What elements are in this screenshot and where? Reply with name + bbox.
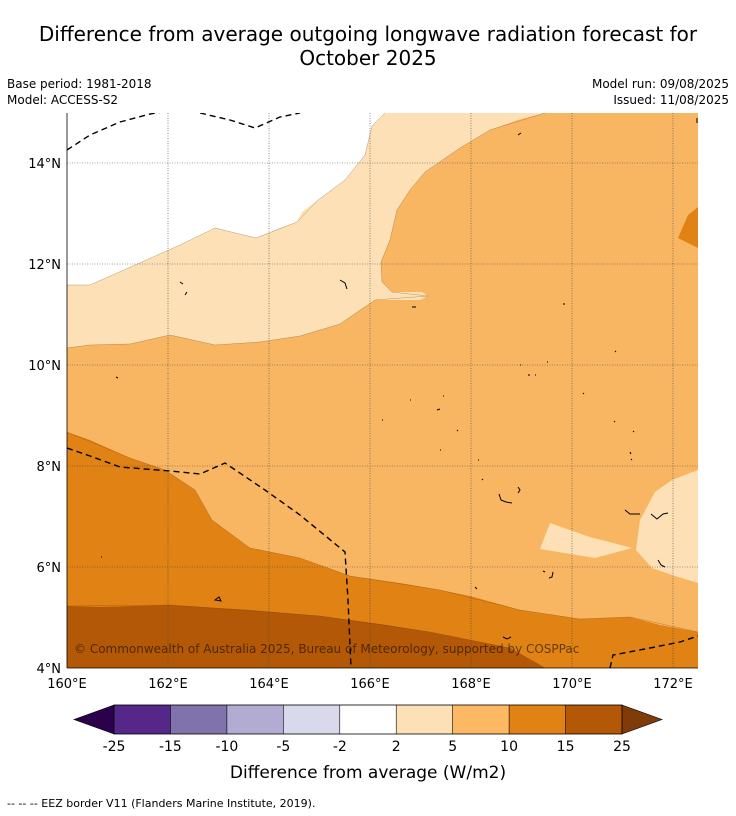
shade-2-to-5-patch: [636, 470, 698, 583]
title-line-2: October 2025: [299, 46, 437, 70]
colorbar-under-arrow: [73, 704, 115, 735]
shade-neutral: [67, 113, 385, 285]
lat-tick-4n: 4°N: [37, 662, 62, 677]
colorbar-frame: [113, 704, 623, 735]
shade-2-to-5-patch: [540, 523, 632, 558]
lon-tick-172e: 172°E: [653, 677, 693, 692]
shade-10-to-15-patch: [678, 207, 698, 248]
model-run: Model run: 09/08/2025: [591, 77, 729, 91]
colorbar-cell: [114, 705, 171, 734]
colorbar-tick: 15: [557, 739, 575, 755]
colorbar-tick: -15: [159, 739, 182, 755]
lon-tick-166e: 166°E: [350, 677, 390, 692]
graticule: [67, 113, 698, 668]
colorbar-tick: -5: [276, 739, 290, 755]
lon-tick-170e: 170°E: [552, 677, 592, 692]
colorbar-cell: [283, 705, 341, 734]
colorbar-cell: [565, 705, 623, 734]
colorbar-tick: -2: [333, 739, 347, 755]
lon-tick-160e: 160°E: [47, 677, 87, 692]
meta-right: Model run: 09/08/2025 Issued: 11/08/2025: [592, 76, 729, 108]
colorbar-cell: [452, 705, 510, 734]
eez-border: [67, 113, 698, 668]
colorbar: -25 -15 -10 -5 -2 2 5 10 15 25 Differenc…: [73, 704, 663, 783]
colorbar-cell: [170, 705, 228, 734]
lat-tick-14n: 14°N: [28, 157, 61, 172]
shade-15-to-25: [67, 605, 545, 668]
colorbar-cell: [509, 705, 566, 734]
lon-tick-164e: 164°E: [249, 677, 289, 692]
colorbar-label: Difference from average (W/m2): [230, 763, 506, 783]
forecast-map: © Commonwealth of Australia 2025, Bureau…: [28, 113, 698, 783]
lat-tick-10n: 10°N: [28, 359, 61, 374]
lat-tick-12n: 12°N: [28, 258, 61, 273]
map-title: Difference from average outgoing longwav…: [0, 22, 736, 70]
colorbar-tick: -10: [215, 739, 238, 755]
colorbar-cell: [339, 705, 397, 734]
colorbar-tick: 5: [448, 739, 457, 755]
lon-tick-162e: 162°E: [148, 677, 188, 692]
islands: [101, 118, 698, 640]
copyright-text: © Commonwealth of Australia 2025, Bureau…: [74, 642, 579, 656]
issued-date: Issued: 11/08/2025: [613, 93, 729, 107]
base-period: Base period: 1981-2018: [7, 77, 152, 91]
colorbar-tick: -25: [103, 739, 126, 755]
colorbar-over-arrow: [621, 704, 663, 735]
colorbar-cell: [396, 705, 453, 734]
model-name: Model: ACCESS-S2: [7, 93, 119, 107]
lon-tick-168e: 168°E: [451, 677, 491, 692]
title-line-1: Difference from average outgoing longwav…: [38, 22, 698, 46]
lat-tick-6n: 6°N: [37, 561, 62, 576]
eez-footnote: -- -- -- EEZ border V11 (Flanders Marine…: [7, 797, 316, 810]
meta-left: Base period: 1981-2018 Model: ACCESS-S2: [7, 76, 152, 108]
lat-tick-8n: 8°N: [37, 460, 62, 475]
colorbar-tick: 2: [392, 739, 401, 755]
colorbar-tick: 25: [613, 739, 631, 755]
colorbar-tick: 10: [500, 739, 518, 755]
map-plot-area: © Commonwealth of Australia 2025, Bureau…: [67, 113, 698, 668]
colorbar-cell: [226, 705, 284, 734]
